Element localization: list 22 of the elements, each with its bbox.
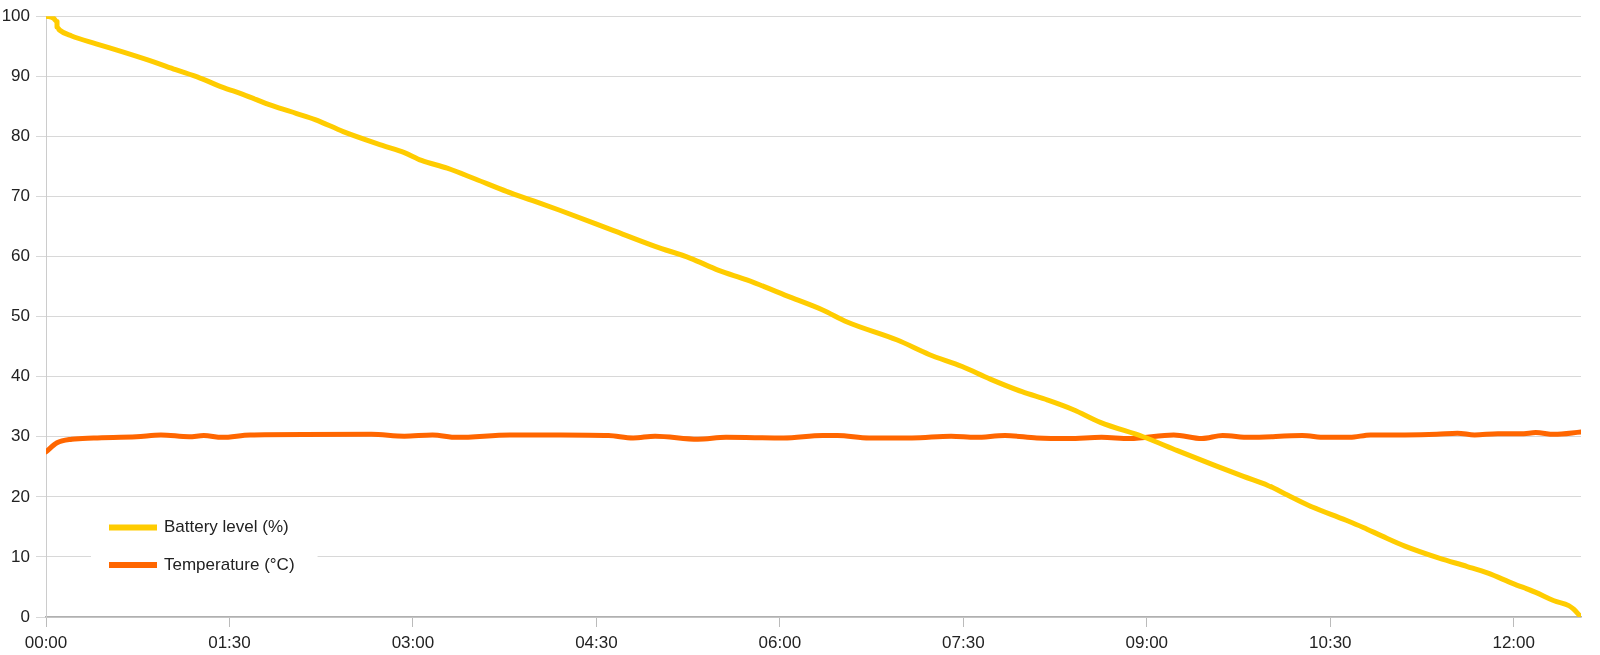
y-tick-label: 0 [20,606,30,626]
y-tick-label: 100 [1,5,30,25]
y-tick-label: 80 [11,126,30,146]
y-tick-label: 30 [11,426,30,446]
x-tick-label: 06:00 [758,632,802,652]
x-tick-label: 07:30 [942,632,985,652]
x-tick-label: 12:00 [1492,632,1535,652]
x-tick-label: 10:30 [1308,632,1352,652]
y-tick-label: 50 [11,306,30,326]
y-tick-label: 60 [11,246,30,266]
x-tick-label: 09:00 [1125,632,1169,652]
x-tick-label: 00:00 [24,632,68,652]
x-tick-label: 04:30 [575,632,618,652]
y-tick-label: 70 [11,186,30,206]
x-tick-label: 03:00 [391,632,435,652]
legend-label: Temperature (°C) [164,554,295,574]
y-tick-label: 20 [11,486,30,506]
y-tick-label: 90 [11,65,30,85]
x-tick-label: 01:30 [208,632,251,652]
legend-label: Battery level (%) [164,517,289,537]
y-tick-label: 40 [11,366,30,386]
y-tick-label: 10 [11,546,30,566]
